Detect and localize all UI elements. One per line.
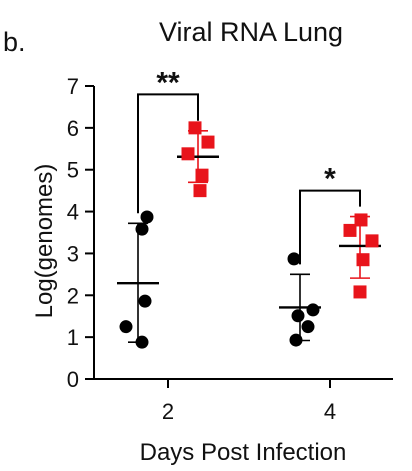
x-tick-label: 2 — [162, 399, 174, 424]
y-tick-label: 5 — [67, 158, 79, 183]
data-point — [354, 213, 368, 227]
y-tick-label: 4 — [67, 200, 79, 225]
data-point — [181, 147, 195, 161]
data-point — [138, 294, 152, 308]
data-point — [135, 222, 149, 236]
significance-bracket — [137, 93, 199, 214]
data-point — [306, 303, 320, 317]
panel-label: b. — [3, 27, 26, 57]
data-point — [195, 168, 209, 182]
significance-label: ** — [156, 66, 180, 99]
data-point — [135, 335, 149, 349]
data-point — [140, 210, 154, 224]
data-points — [119, 121, 379, 349]
chart-title: Viral RNA Lung — [159, 17, 343, 47]
data-point — [119, 320, 133, 334]
data-point — [343, 223, 357, 237]
y-tick-label: 1 — [67, 325, 79, 350]
data-point — [188, 121, 202, 135]
y-axis-label: Log(genomes) — [31, 164, 58, 319]
x-axis-label: Days Post Infection — [140, 439, 347, 466]
data-point — [201, 135, 215, 149]
data-point — [353, 285, 367, 299]
error-bars — [117, 129, 381, 343]
significance-bracket — [299, 189, 361, 265]
data-point — [287, 252, 301, 266]
y-ticks: 0 1 2 3 4 5 6 7 — [67, 74, 94, 392]
y-tick-label: 7 — [67, 74, 79, 99]
data-point — [356, 253, 370, 267]
data-point — [301, 320, 315, 334]
significance-label: * — [324, 163, 336, 196]
significance-brackets: *** — [137, 66, 361, 265]
data-point — [365, 234, 379, 248]
x-tick-label: 4 — [324, 399, 336, 424]
y-tick-label: 6 — [67, 116, 79, 141]
y-tick-label: 3 — [67, 241, 79, 266]
y-tick-label: 0 — [67, 367, 79, 392]
y-tick-label: 2 — [67, 283, 79, 308]
data-point — [291, 309, 305, 323]
data-point — [289, 333, 303, 347]
data-point — [193, 184, 207, 198]
